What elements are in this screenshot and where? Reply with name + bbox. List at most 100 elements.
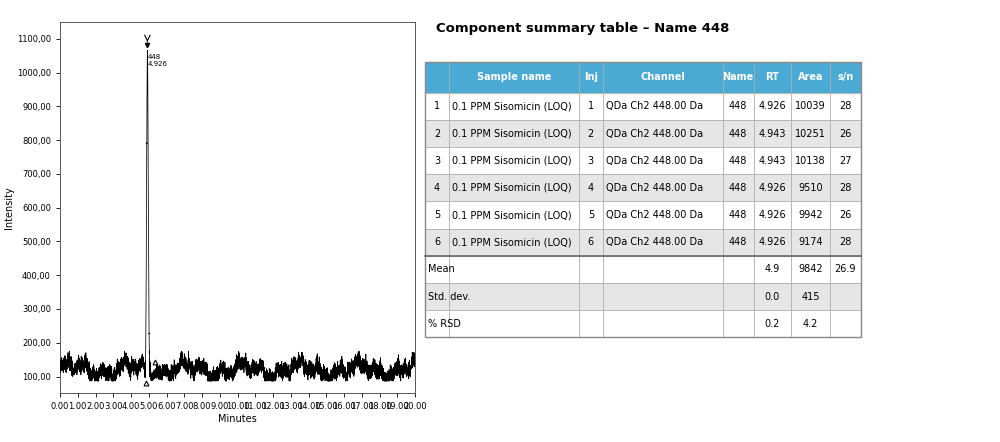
- Bar: [830, 256, 861, 283]
- Text: 3: 3: [434, 156, 440, 166]
- Text: 26: 26: [839, 210, 852, 220]
- Bar: [449, 147, 579, 174]
- Bar: [830, 310, 861, 337]
- Bar: [754, 283, 791, 310]
- Text: 4.2: 4.2: [803, 319, 818, 329]
- Text: 4.9: 4.9: [765, 264, 780, 274]
- Text: 448: 448: [729, 129, 747, 139]
- Bar: [579, 283, 603, 310]
- Text: QDa Ch2 448.00 Da: QDa Ch2 448.00 Da: [606, 156, 703, 166]
- Bar: [603, 202, 723, 229]
- Text: 9174: 9174: [798, 237, 823, 247]
- Bar: [425, 62, 861, 337]
- Text: 4: 4: [588, 183, 594, 193]
- Bar: [579, 147, 603, 174]
- Text: 10138: 10138: [795, 156, 826, 166]
- Text: 9510: 9510: [798, 183, 823, 193]
- Bar: [579, 202, 603, 229]
- Text: 448: 448: [729, 156, 747, 166]
- Bar: [830, 93, 861, 120]
- Bar: [791, 120, 830, 147]
- Text: 0.1 PPM Sisomicin (LOQ): 0.1 PPM Sisomicin (LOQ): [452, 183, 572, 193]
- Bar: [754, 229, 791, 256]
- Bar: [791, 147, 830, 174]
- Bar: [603, 283, 723, 310]
- Bar: [603, 310, 723, 337]
- Bar: [723, 147, 754, 174]
- Bar: [791, 174, 830, 202]
- Text: Channel: Channel: [640, 72, 685, 82]
- X-axis label: Minutes: Minutes: [218, 414, 257, 424]
- Bar: [791, 229, 830, 256]
- Bar: [579, 310, 603, 337]
- Bar: [425, 310, 449, 337]
- Bar: [830, 283, 861, 310]
- Text: 28: 28: [839, 101, 852, 111]
- Bar: [603, 93, 723, 120]
- Text: 4.943: 4.943: [759, 129, 786, 139]
- Bar: [603, 120, 723, 147]
- Text: 5: 5: [588, 210, 594, 220]
- Text: 4.926: 4.926: [759, 183, 786, 193]
- Bar: [425, 256, 449, 283]
- Bar: [425, 202, 449, 229]
- Text: 4.926: 4.926: [759, 210, 786, 220]
- Text: 6: 6: [588, 237, 594, 247]
- Bar: [449, 120, 579, 147]
- Text: 4.943: 4.943: [759, 156, 786, 166]
- Bar: [603, 229, 723, 256]
- Bar: [830, 120, 861, 147]
- Bar: [723, 310, 754, 337]
- Bar: [603, 147, 723, 174]
- Text: 0.1 PPM Sisomicin (LOQ): 0.1 PPM Sisomicin (LOQ): [452, 129, 572, 139]
- Text: 0.1 PPM Sisomicin (LOQ): 0.1 PPM Sisomicin (LOQ): [452, 101, 572, 111]
- Bar: [449, 283, 579, 310]
- Bar: [723, 202, 754, 229]
- Text: 6: 6: [434, 237, 440, 247]
- Bar: [791, 62, 830, 93]
- Text: Name: Name: [723, 72, 754, 82]
- Bar: [449, 174, 579, 202]
- Bar: [791, 256, 830, 283]
- Text: 4.926: 4.926: [759, 101, 786, 111]
- Y-axis label: Intensity: Intensity: [4, 187, 14, 229]
- Text: 28: 28: [839, 237, 852, 247]
- Bar: [449, 62, 579, 93]
- Bar: [603, 256, 723, 283]
- Bar: [449, 310, 579, 337]
- Bar: [754, 93, 791, 120]
- Text: Std. dev.: Std. dev.: [428, 292, 470, 301]
- Bar: [754, 202, 791, 229]
- Bar: [723, 120, 754, 147]
- Bar: [449, 93, 579, 120]
- Bar: [754, 62, 791, 93]
- Bar: [425, 62, 449, 93]
- Text: 4: 4: [434, 183, 440, 193]
- Bar: [449, 256, 579, 283]
- Bar: [754, 310, 791, 337]
- Text: 0.1 PPM Sisomicin (LOQ): 0.1 PPM Sisomicin (LOQ): [452, 156, 572, 166]
- Text: QDa Ch2 448.00 Da: QDa Ch2 448.00 Da: [606, 129, 703, 139]
- Bar: [830, 229, 861, 256]
- Bar: [791, 93, 830, 120]
- Text: Area: Area: [798, 72, 823, 82]
- Bar: [791, 310, 830, 337]
- Bar: [754, 256, 791, 283]
- Text: 26: 26: [839, 129, 852, 139]
- Text: RT: RT: [765, 72, 779, 82]
- Text: 448: 448: [729, 210, 747, 220]
- Text: Sample name: Sample name: [477, 72, 551, 82]
- Bar: [579, 62, 603, 93]
- Bar: [603, 62, 723, 93]
- Bar: [791, 202, 830, 229]
- Bar: [723, 256, 754, 283]
- Bar: [723, 174, 754, 202]
- Text: 26.9: 26.9: [835, 264, 856, 274]
- Bar: [579, 174, 603, 202]
- Bar: [425, 174, 449, 202]
- Bar: [723, 62, 754, 93]
- Bar: [449, 202, 579, 229]
- Text: Component summary table – Name 448: Component summary table – Name 448: [436, 22, 730, 34]
- Bar: [425, 147, 449, 174]
- Bar: [579, 93, 603, 120]
